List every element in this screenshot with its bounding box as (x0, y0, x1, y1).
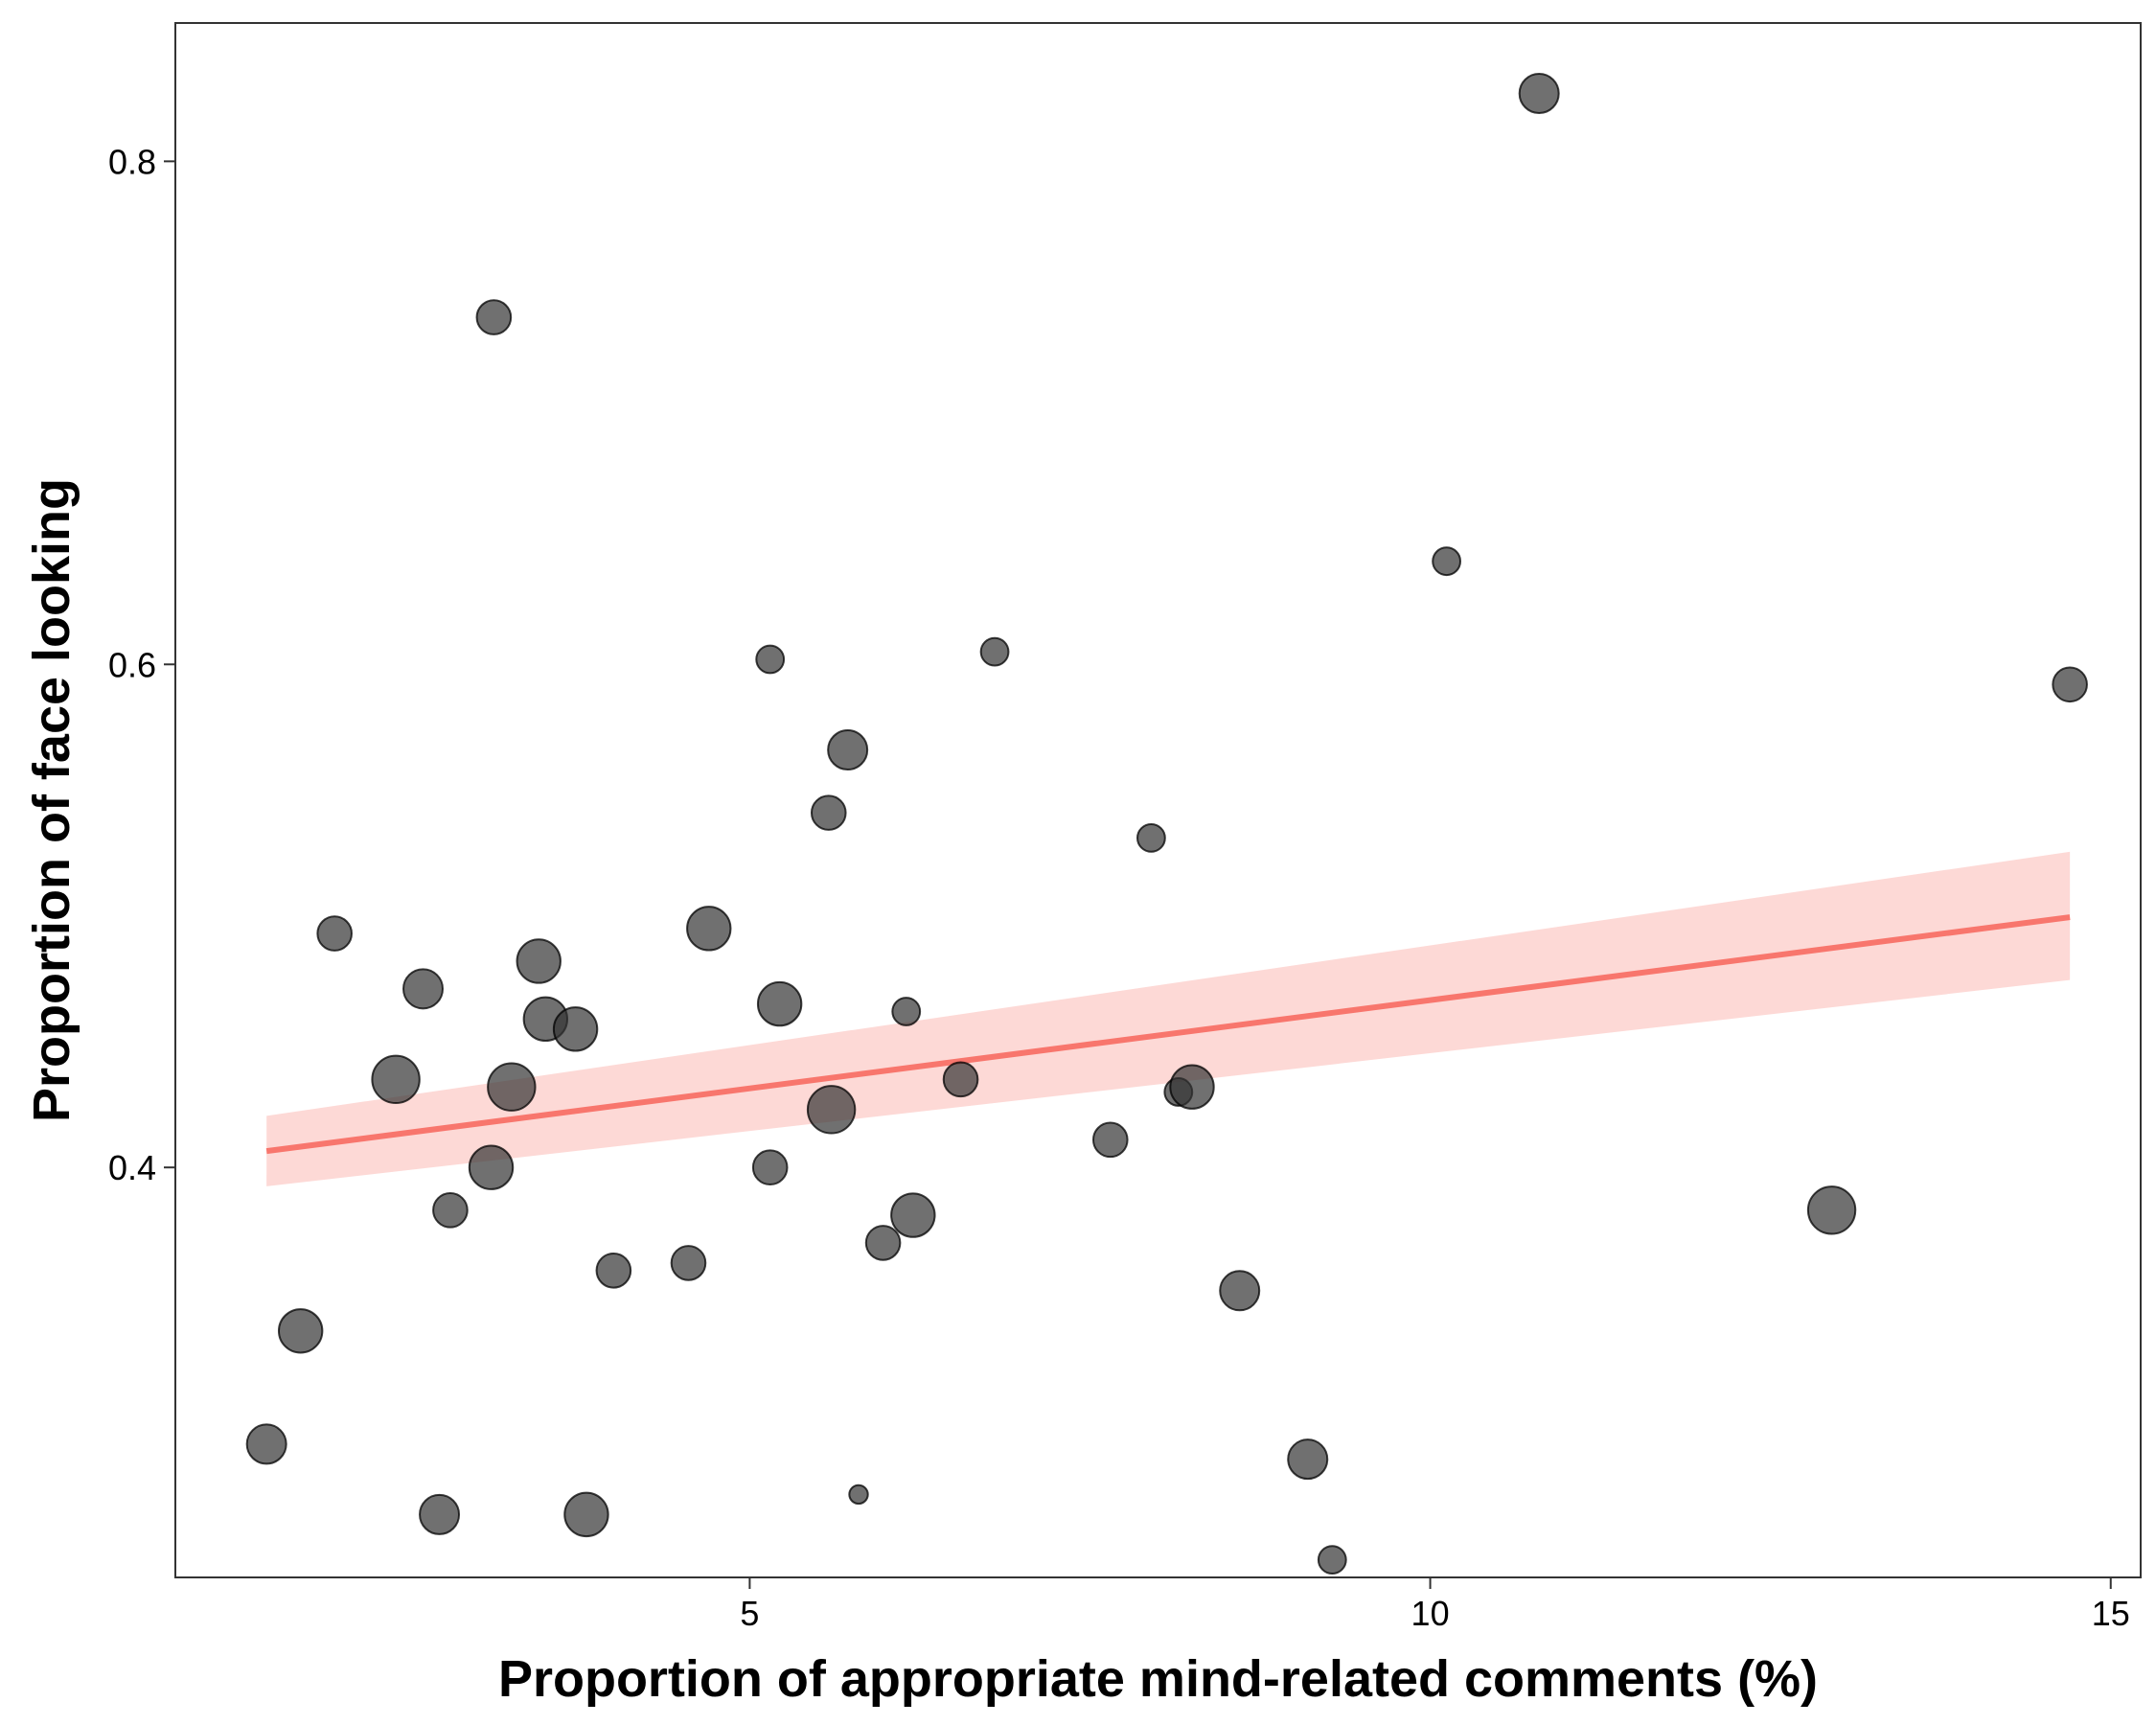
y-tick-label: 0.4 (108, 1148, 156, 1187)
fit-line-layer (265, 914, 2071, 1155)
data-points-layer (245, 72, 2088, 1576)
data-point (1317, 1545, 1347, 1576)
data-point (516, 938, 562, 984)
y-axis-title: Proportion of face looking (23, 478, 80, 1122)
data-point (827, 729, 869, 771)
data-point (552, 1006, 599, 1052)
data-point (810, 794, 847, 831)
data-point (942, 1061, 979, 1098)
data-point (890, 1192, 936, 1238)
data-point (1518, 72, 1560, 114)
data-point (891, 997, 922, 1026)
y-tick-label: 0.6 (108, 645, 156, 684)
y-tick-label: 0.8 (108, 142, 156, 181)
data-point (487, 1062, 537, 1112)
x-tick-label: 10 (1411, 1594, 1450, 1633)
data-point (563, 1491, 609, 1538)
x-tick-label: 5 (740, 1594, 759, 1633)
x-tick-label: 15 (2092, 1594, 2130, 1633)
data-point (2052, 666, 2088, 703)
x-axis: 5 10 15 (740, 1577, 2130, 1633)
data-point (806, 1085, 857, 1135)
data-point (1432, 546, 1462, 577)
data-point (756, 980, 803, 1027)
data-point (1219, 1270, 1261, 1312)
data-point (1287, 1438, 1329, 1481)
data-point (1091, 1121, 1129, 1159)
plot-panel-border (174, 22, 2142, 1578)
data-point (245, 1423, 287, 1465)
confidence-band-layer (266, 851, 2071, 1186)
data-point (1806, 1185, 1857, 1235)
data-point (316, 915, 353, 952)
confidence-band (266, 851, 2071, 1186)
data-point (475, 299, 513, 335)
regression-line (265, 914, 2071, 1155)
x-axis-title: Proportion of appropriate mind-related c… (498, 1650, 1818, 1708)
data-point (371, 1054, 421, 1105)
data-point (755, 644, 786, 675)
data-point (864, 1225, 902, 1261)
data-point (686, 906, 732, 952)
data-point (277, 1308, 324, 1354)
data-point (595, 1252, 632, 1289)
data-point (1135, 822, 1166, 853)
data-point (751, 1149, 789, 1185)
data-point (432, 1192, 469, 1229)
data-point (468, 1144, 515, 1190)
y-axis: 0.4 0.6 0.8 (108, 142, 175, 1187)
data-point (670, 1245, 707, 1281)
data-point (419, 1493, 461, 1535)
data-point (402, 968, 445, 1010)
data-point (979, 636, 1010, 667)
data-point (1169, 1064, 1215, 1110)
data-point (848, 1484, 869, 1506)
